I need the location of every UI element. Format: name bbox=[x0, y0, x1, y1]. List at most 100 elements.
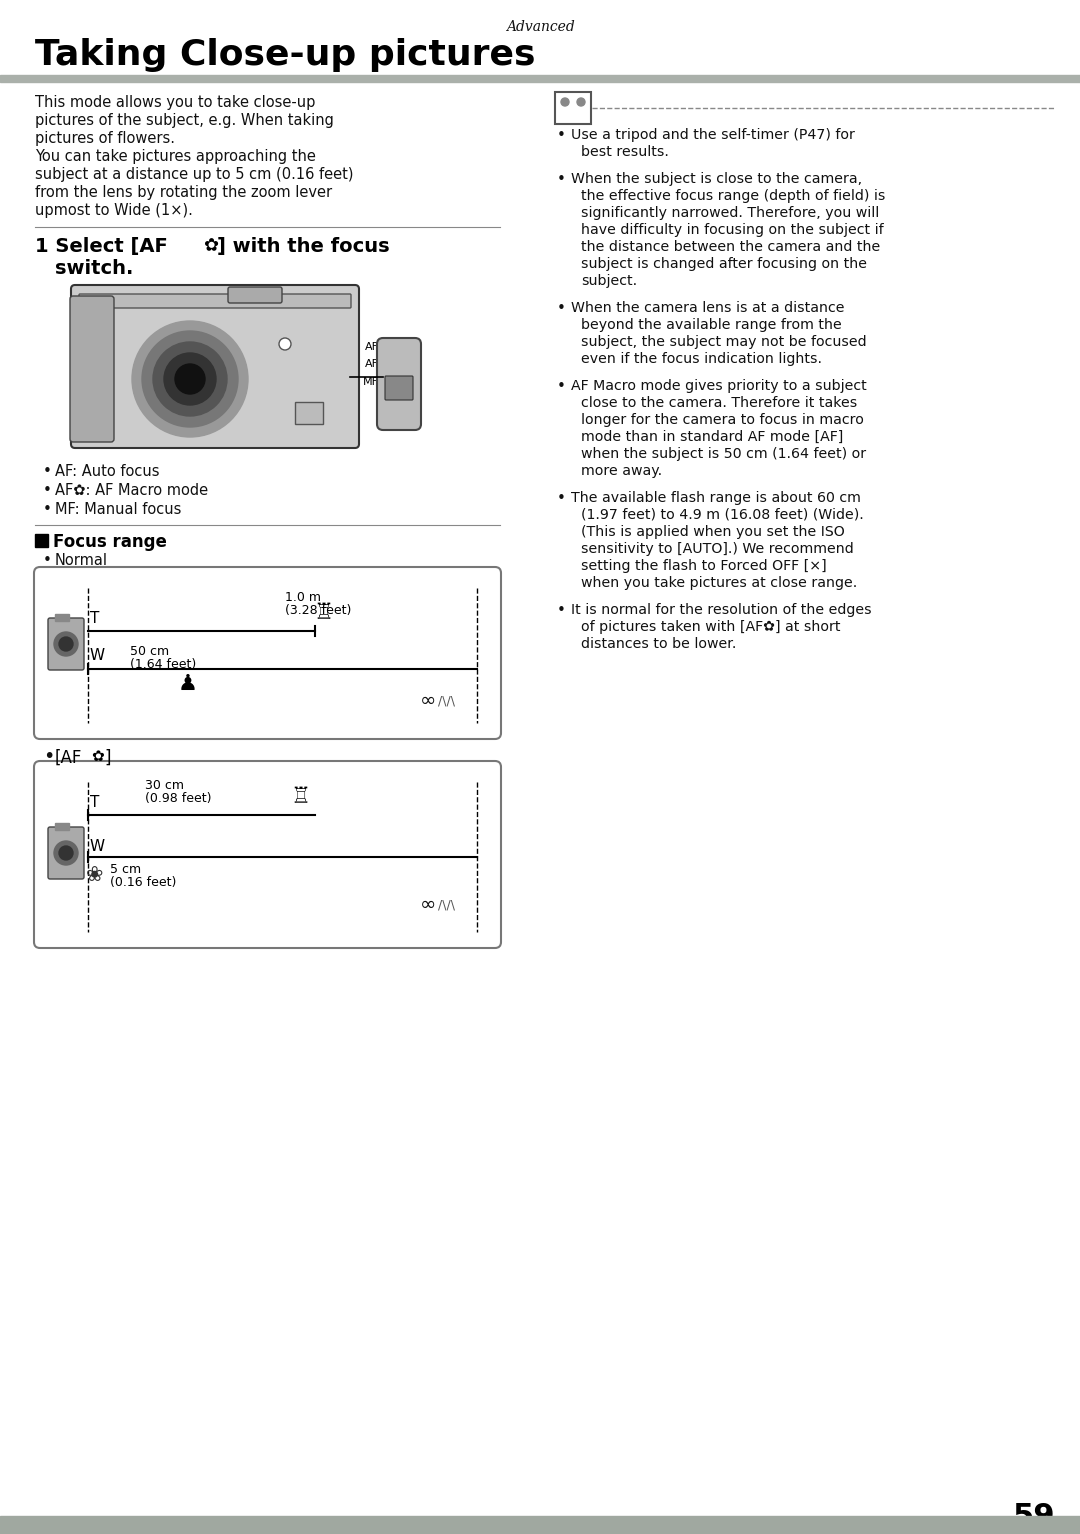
Text: •: • bbox=[557, 603, 566, 618]
Text: AF Macro mode gives priority to a subject: AF Macro mode gives priority to a subjec… bbox=[571, 379, 867, 393]
Text: beyond the available range from the: beyond the available range from the bbox=[581, 318, 841, 331]
Text: setting the flash to Forced OFF [×]: setting the flash to Forced OFF [×] bbox=[581, 558, 826, 574]
Text: AF: AF bbox=[365, 359, 379, 370]
Text: ✿: ✿ bbox=[91, 749, 104, 764]
Text: (0.98 feet): (0.98 feet) bbox=[145, 792, 212, 805]
Text: have difficulty in focusing on the subject if: have difficulty in focusing on the subje… bbox=[581, 222, 883, 236]
Text: subject, the subject may not be focused: subject, the subject may not be focused bbox=[581, 334, 866, 350]
Circle shape bbox=[59, 845, 73, 861]
Text: 1 Select [AF: 1 Select [AF bbox=[35, 236, 167, 256]
Circle shape bbox=[54, 632, 78, 657]
Text: more away.: more away. bbox=[581, 463, 662, 479]
Text: the effective focus range (depth of field) is: the effective focus range (depth of fiel… bbox=[581, 189, 886, 202]
Text: Advanced: Advanced bbox=[505, 20, 575, 34]
Text: AF: AF bbox=[365, 342, 379, 351]
FancyBboxPatch shape bbox=[33, 761, 501, 948]
Text: close to the camera. Therefore it takes: close to the camera. Therefore it takes bbox=[581, 396, 858, 410]
FancyBboxPatch shape bbox=[384, 376, 413, 400]
Bar bbox=[0, 1516, 1080, 1534]
Text: •: • bbox=[557, 379, 566, 394]
Text: Taking Close-up pictures: Taking Close-up pictures bbox=[35, 38, 536, 72]
Text: Normal: Normal bbox=[55, 552, 108, 568]
Text: 50 cm: 50 cm bbox=[130, 644, 170, 658]
Text: Use a tripod and the self-timer (P47) for: Use a tripod and the self-timer (P47) fo… bbox=[571, 127, 855, 143]
Text: (0.16 feet): (0.16 feet) bbox=[110, 876, 176, 890]
Text: (1.97 feet) to 4.9 m (16.08 feet) (Wide).: (1.97 feet) to 4.9 m (16.08 feet) (Wide)… bbox=[581, 508, 864, 522]
Text: Focus range: Focus range bbox=[53, 532, 167, 551]
FancyBboxPatch shape bbox=[70, 296, 114, 442]
Text: When the camera lens is at a distance: When the camera lens is at a distance bbox=[571, 301, 845, 314]
Text: subject.: subject. bbox=[581, 275, 637, 288]
Text: longer for the camera to focus in macro: longer for the camera to focus in macro bbox=[581, 413, 864, 426]
Bar bbox=[555, 92, 591, 124]
Text: VQT0Y44: VQT0Y44 bbox=[1009, 1520, 1059, 1529]
Text: The available flash range is about 60 cm: The available flash range is about 60 cm bbox=[571, 491, 861, 505]
Text: •: • bbox=[557, 127, 566, 143]
Text: T: T bbox=[90, 795, 99, 810]
Text: W: W bbox=[90, 647, 105, 663]
Text: /\/\: /\/\ bbox=[438, 695, 455, 709]
Circle shape bbox=[279, 337, 291, 350]
Text: switch.: switch. bbox=[55, 259, 133, 278]
Text: ♖: ♖ bbox=[291, 787, 310, 807]
Text: •: • bbox=[43, 502, 52, 517]
Text: /\/\: /\/\ bbox=[438, 899, 455, 913]
Text: MF: MF bbox=[363, 377, 379, 387]
Bar bbox=[0, 75, 1080, 81]
Text: significantly narrowed. Therefore, you will: significantly narrowed. Therefore, you w… bbox=[581, 206, 879, 219]
Text: •: • bbox=[43, 463, 52, 479]
Bar bbox=[295, 402, 323, 423]
Bar bbox=[35, 534, 48, 548]
Circle shape bbox=[577, 98, 585, 106]
Text: subject is changed after focusing on the: subject is changed after focusing on the bbox=[581, 258, 867, 272]
Text: subject at a distance up to 5 cm (0.16 feet): subject at a distance up to 5 cm (0.16 f… bbox=[35, 167, 353, 183]
Text: ∞: ∞ bbox=[420, 690, 436, 710]
Text: MF: Manual focus: MF: Manual focus bbox=[55, 502, 181, 517]
Text: from the lens by rotating the zoom lever: from the lens by rotating the zoom lever bbox=[35, 186, 333, 199]
Circle shape bbox=[175, 364, 205, 394]
FancyBboxPatch shape bbox=[79, 295, 351, 308]
Text: when the subject is 50 cm (1.64 feet) or: when the subject is 50 cm (1.64 feet) or bbox=[581, 446, 866, 462]
Text: This mode allows you to take close-up: This mode allows you to take close-up bbox=[35, 95, 315, 110]
Circle shape bbox=[141, 331, 238, 426]
FancyBboxPatch shape bbox=[33, 568, 501, 739]
Text: (1.64 feet): (1.64 feet) bbox=[130, 658, 197, 670]
Circle shape bbox=[153, 342, 227, 416]
Text: 1.0 m: 1.0 m bbox=[285, 591, 321, 604]
FancyBboxPatch shape bbox=[48, 618, 84, 670]
Text: of pictures taken with [AF✿] at short: of pictures taken with [AF✿] at short bbox=[581, 620, 840, 634]
Text: ♖: ♖ bbox=[313, 603, 333, 623]
Circle shape bbox=[59, 637, 73, 650]
Text: when you take pictures at close range.: when you take pictures at close range. bbox=[581, 575, 858, 591]
Text: ✿: ✿ bbox=[203, 236, 218, 255]
Text: [AF: [AF bbox=[55, 749, 82, 767]
Circle shape bbox=[164, 353, 216, 405]
Bar bbox=[55, 824, 69, 830]
FancyBboxPatch shape bbox=[71, 285, 359, 448]
Text: W: W bbox=[90, 839, 105, 854]
Text: AF✿: AF Macro mode: AF✿: AF Macro mode bbox=[55, 483, 208, 499]
Circle shape bbox=[54, 841, 78, 865]
Text: ]: ] bbox=[104, 749, 110, 767]
Text: •: • bbox=[557, 491, 566, 506]
Text: (3.28 feet): (3.28 feet) bbox=[285, 604, 351, 617]
Text: (This is applied when you set the ISO: (This is applied when you set the ISO bbox=[581, 525, 845, 538]
Text: ❀: ❀ bbox=[86, 865, 104, 885]
FancyBboxPatch shape bbox=[228, 287, 282, 304]
Text: When the subject is close to the camera,: When the subject is close to the camera, bbox=[571, 172, 862, 186]
Text: ♟: ♟ bbox=[178, 673, 198, 693]
Text: T: T bbox=[90, 611, 99, 626]
Text: upmost to Wide (1×).: upmost to Wide (1×). bbox=[35, 202, 193, 218]
Text: pictures of flowers.: pictures of flowers. bbox=[35, 130, 175, 146]
Text: You can take pictures approaching the: You can take pictures approaching the bbox=[35, 149, 315, 164]
Text: •: • bbox=[43, 552, 52, 568]
Circle shape bbox=[561, 98, 569, 106]
Text: AF: Auto focus: AF: Auto focus bbox=[55, 463, 160, 479]
Text: •: • bbox=[43, 747, 54, 765]
Text: 59: 59 bbox=[1012, 1502, 1055, 1531]
Text: ∞: ∞ bbox=[420, 894, 436, 914]
Text: 5 cm: 5 cm bbox=[110, 864, 141, 876]
Text: ✿: ✿ bbox=[381, 359, 389, 370]
Text: 30 cm: 30 cm bbox=[145, 779, 184, 792]
Text: mode than in standard AF mode [AF]: mode than in standard AF mode [AF] bbox=[581, 430, 843, 443]
